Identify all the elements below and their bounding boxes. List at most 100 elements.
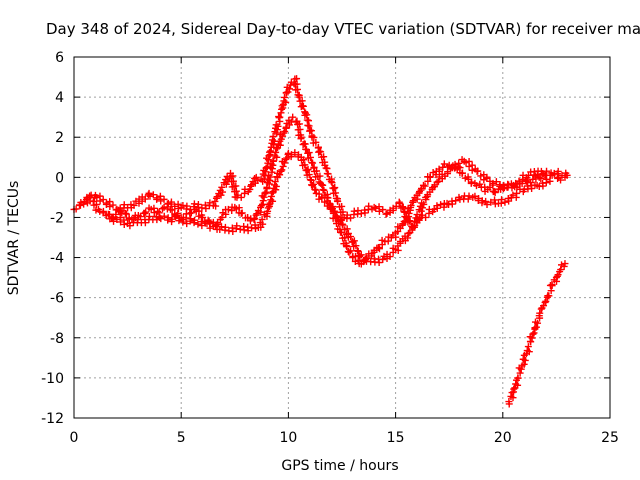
data-point — [283, 154, 291, 162]
data-point — [491, 189, 499, 197]
data-point — [141, 195, 149, 203]
data-point — [328, 179, 336, 187]
data-point — [237, 193, 245, 201]
data-point — [246, 185, 254, 193]
data-point — [156, 213, 164, 221]
data-point — [146, 192, 154, 200]
data-point — [471, 192, 479, 200]
data-point — [154, 207, 162, 215]
data-point — [524, 343, 532, 351]
data-point — [84, 195, 92, 203]
data-point — [259, 197, 267, 205]
data-point — [476, 180, 484, 188]
data-point — [199, 213, 207, 221]
data-point — [103, 199, 111, 207]
data-point — [126, 222, 134, 230]
data-point — [312, 138, 320, 146]
data-point — [331, 184, 339, 192]
data-point — [554, 167, 562, 175]
y-tick-label: -8 — [50, 331, 64, 347]
y-tick-label: -4 — [50, 251, 64, 267]
data-point — [276, 171, 284, 179]
data-point — [339, 208, 347, 216]
data-point — [291, 149, 299, 157]
data-point — [333, 197, 341, 205]
y-tick-label: -12 — [41, 411, 64, 427]
data-point — [540, 302, 548, 310]
data-point — [447, 163, 455, 171]
data-point — [99, 207, 107, 215]
data-point — [419, 204, 427, 212]
data-point — [382, 210, 390, 218]
data-point — [319, 186, 327, 194]
data-point — [433, 178, 441, 186]
data-point — [409, 198, 417, 206]
data-points — [70, 75, 571, 408]
data-point — [271, 178, 279, 186]
data-point — [546, 177, 554, 185]
data-point — [280, 129, 288, 137]
data-point — [251, 214, 259, 222]
data-point — [332, 189, 340, 197]
data-point — [270, 137, 278, 145]
data-point — [258, 215, 266, 223]
data-point — [421, 182, 429, 190]
data-point — [501, 198, 509, 206]
data-point — [332, 212, 340, 220]
data-point — [363, 254, 371, 262]
data-point — [262, 188, 270, 196]
data-point — [190, 216, 198, 224]
data-point — [389, 206, 397, 214]
data-point — [514, 381, 522, 389]
chart-title: Day 348 of 2024, Sidereal Day-to-day VTE… — [46, 20, 640, 38]
data-point — [465, 192, 473, 200]
data-point — [284, 88, 292, 96]
data-point — [323, 170, 331, 178]
data-point — [183, 202, 191, 210]
data-point — [520, 360, 528, 368]
data-point — [545, 292, 553, 300]
data-point — [305, 149, 313, 157]
data-point — [167, 198, 175, 206]
data-point — [168, 206, 176, 214]
data-point — [464, 195, 472, 203]
data-point — [301, 161, 309, 169]
data-point — [277, 135, 285, 143]
data-point — [409, 197, 417, 205]
y-axis-label: SDTVAR / TECUs — [6, 181, 22, 296]
data-point — [423, 193, 431, 201]
data-point — [232, 187, 240, 195]
data-point — [252, 173, 260, 181]
data-point — [422, 213, 430, 221]
data-point — [468, 178, 476, 186]
data-point — [141, 219, 149, 227]
data-point — [261, 190, 269, 198]
data-point — [187, 215, 195, 223]
y-tick-label: 6 — [55, 50, 64, 66]
data-point — [219, 188, 227, 196]
data-point — [306, 153, 314, 161]
data-point — [510, 385, 518, 393]
data-point — [554, 271, 562, 279]
data-point — [491, 196, 499, 204]
x-axis-label: GPS time / hours — [281, 458, 398, 474]
data-point — [260, 193, 268, 201]
data-point — [281, 159, 289, 167]
data-point — [318, 181, 326, 189]
data-point — [279, 162, 287, 170]
data-point — [316, 172, 324, 180]
data-point — [265, 148, 273, 156]
data-point — [106, 202, 114, 210]
data-point — [273, 153, 281, 161]
data-point — [318, 193, 326, 201]
data-point — [308, 158, 316, 166]
data-point — [370, 248, 378, 256]
data-point — [269, 133, 277, 141]
data-point — [539, 170, 547, 178]
data-point — [300, 156, 308, 164]
data-point — [338, 202, 346, 210]
data-point — [253, 210, 261, 218]
data-point — [212, 194, 220, 202]
data-point — [374, 244, 382, 252]
data-point — [347, 247, 355, 255]
